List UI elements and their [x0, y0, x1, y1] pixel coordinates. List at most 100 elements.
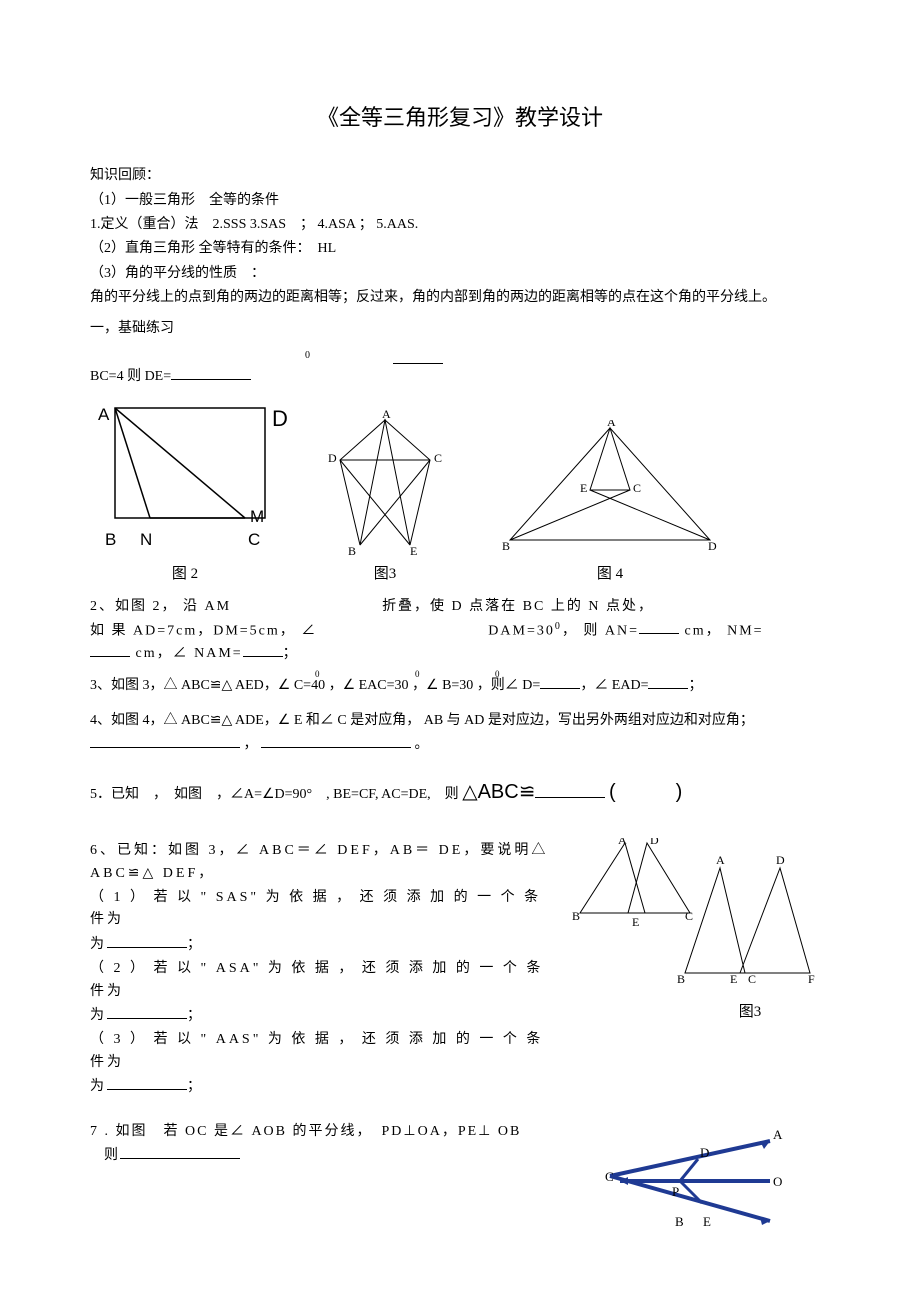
problem-5: 5．已知 ， 如图 ，∠A=∠D=90° , BE=CF, AC=DE, 则 △…: [90, 776, 830, 808]
blank: [639, 620, 679, 634]
prob6-line1: 6、已知：如图 3，∠ ABC＝∠ DEF，AB＝ DE，要说明△ ABC≌△ …: [90, 840, 560, 885]
prob2-line2a: 如 果 AD=7cm，DM=5cm， ∠: [90, 623, 317, 638]
blank: [393, 350, 443, 364]
problem-1: 0 BC=4 则 DE=: [90, 350, 830, 388]
blank: [90, 643, 130, 657]
prob56-svg: A D B E C A D B E C F: [570, 838, 830, 998]
svg-text:C: C: [605, 1169, 616, 1184]
figure-7: A D C P O B E: [590, 1121, 790, 1231]
figure-4: A E C B D 图 4: [490, 420, 730, 586]
prob2-pre: 2、如图 2，: [90, 599, 178, 614]
figures-row-1: A D M B N C 图 2 A D C B E 图3 A E: [90, 398, 830, 586]
prob6-c1-pre: 为: [90, 937, 107, 952]
svg-text:E: E: [730, 972, 737, 986]
prob5-paren: ( ): [609, 781, 682, 803]
svg-text:A: A: [618, 838, 627, 847]
prob6-c2-pre: 为: [90, 1008, 107, 1023]
svg-text:E: E: [703, 1214, 713, 1229]
figure-3: A D C B E 图3: [300, 410, 470, 586]
section1-heading: 一，基础练习: [90, 318, 830, 340]
fig3-svg: A D C B E: [300, 410, 470, 560]
label-A: A: [98, 401, 109, 428]
blank: [535, 778, 605, 798]
prob2-line2d: cm， NM=: [684, 623, 763, 638]
review-section: 知识回顾： （1）一般三角形 全等的条件 1.定义（重合）法 2.SSS 3.S…: [90, 165, 830, 309]
review-item2: （2）直角三角形 全等特有的条件： HL: [90, 238, 830, 260]
blank: [90, 734, 240, 748]
prob6-c3: （ 3 ） 若 以 " AAS" 为 依 据 ， 还 须 添 加 的 一 个 条…: [90, 1032, 543, 1069]
problem-4: 4、如图 4，△ ABC≌△ ADE，∠ E 和∠ C 是对应角， AB 与 A…: [90, 710, 830, 757]
fig4-svg: A E C B D: [490, 420, 730, 560]
svg-text:F: F: [808, 972, 815, 986]
svg-text:A: A: [773, 1127, 784, 1142]
figure-2: A D M B N C 图 2: [90, 398, 280, 586]
prob7-line2: 则: [104, 1148, 120, 1163]
blank: [261, 734, 411, 748]
svg-text:E: E: [632, 915, 639, 929]
page-title: 《全等三角形复习》教学设计: [90, 100, 830, 135]
prob2-mid1: 沿 AM: [183, 599, 231, 614]
blank: [107, 1076, 187, 1090]
prob6-c2-end: ；: [187, 1008, 204, 1023]
fig3-caption: 图3: [300, 562, 470, 586]
review-item1-label: （1）一般三角形 全等的条件: [90, 190, 830, 212]
svg-text:D: D: [776, 853, 785, 867]
fig7-svg: A D C P O B E: [590, 1121, 790, 1231]
prob6-figures: A D B E C A D B E C F 图3: [570, 838, 830, 1100]
sup-zero: 0: [315, 667, 320, 681]
prob2-line3b: ；: [283, 646, 299, 661]
svg-text:D: D: [650, 838, 659, 847]
svg-text:B: B: [677, 972, 685, 986]
prob6-text: 6、已知：如图 3，∠ ABC＝∠ DEF，AB＝ DE，要说明△ ABC≌△ …: [90, 838, 560, 1100]
label-D: D: [272, 401, 288, 436]
label-D: D: [708, 539, 717, 553]
label-B: B: [348, 544, 356, 558]
problem-3: 0 0 0 3、如图 3，△ ABC≌△ AED，∠ C=40 ，∠ EAC=3…: [90, 675, 830, 697]
prob2-line2b: DAM=30: [488, 623, 555, 638]
prob4-line1: 4、如图 4，△ ABC≌△ ADE，∠ E 和∠ C 是对应角， AB 与 A…: [90, 710, 830, 732]
svg-text:C: C: [748, 972, 756, 986]
prob6-c1-end: ；: [187, 937, 204, 952]
prob6-c2: （ 2 ） 若 以 " ASA" 为 依 据 ， 还 须 添 加 的 一 个 条…: [90, 961, 543, 998]
prob6-c3-end: ；: [187, 1079, 204, 1094]
blank: [648, 675, 688, 689]
label-B: B: [105, 526, 116, 553]
fig6-triangles: A D B E C F: [677, 853, 815, 986]
fig5-triangles: A D B E C: [572, 838, 693, 929]
svg-text:B: B: [572, 909, 580, 923]
fig4-caption: 图 4: [490, 562, 730, 586]
svg-text:P: P: [672, 1184, 681, 1199]
svg-text:O: O: [773, 1174, 784, 1189]
svg-text:C: C: [685, 909, 693, 923]
label-E: E: [580, 481, 587, 495]
problem-2: 2、如图 2， 沿 AM 折叠，使 D 点落在 BC 上的 N 点处， 如 果 …: [90, 596, 830, 665]
sup-zero: 0: [495, 667, 500, 681]
svg-text:A: A: [716, 853, 725, 867]
fig2-caption: 图 2: [90, 562, 280, 586]
review-item1-content: 1.定义（重合）法 2.SSS 3.SAS ； 4.ASA ； 5.AAS.: [90, 214, 830, 236]
sup-zero: 0: [555, 621, 562, 632]
prob5-tri: △ABC≌: [462, 781, 535, 803]
blank: [107, 934, 187, 948]
sup-zero: 0: [305, 348, 310, 364]
problem-6: 6、已知：如图 3，∠ ABC＝∠ DEF，AB＝ DE，要说明△ ABC≌△ …: [90, 838, 830, 1100]
prob4-period: 。: [415, 737, 429, 752]
review-item3: （3）角的平分线的性质 ：: [90, 263, 830, 285]
label-N: N: [140, 526, 152, 553]
prob2-line3a: cm，∠ NAM=: [136, 646, 243, 661]
fig6-caption: 图3: [670, 1000, 830, 1024]
prob6-c3-pre: 为: [90, 1079, 107, 1094]
label-E: E: [410, 544, 417, 558]
review-heading: 知识回顾：: [90, 165, 830, 187]
label-C: C: [248, 526, 260, 553]
prob4-sep: ，: [244, 737, 258, 752]
label-A: A: [607, 420, 616, 429]
blank: [120, 1145, 240, 1159]
label-C: C: [434, 451, 442, 465]
prob1-line2: BC=4 则 DE=: [90, 369, 171, 384]
label-A: A: [382, 410, 391, 421]
sup-zero: 0: [415, 667, 420, 681]
review-item3-body: 角的平分线上的点到角的两边的距离相等；反过来，角的内部到角的两边的距离相等的点在…: [90, 287, 830, 309]
prob2-mid2: 折叠，使 D 点落在 BC 上的 N 点处，: [382, 599, 654, 614]
prob3-mid: ，∠ EAD=: [580, 678, 648, 693]
